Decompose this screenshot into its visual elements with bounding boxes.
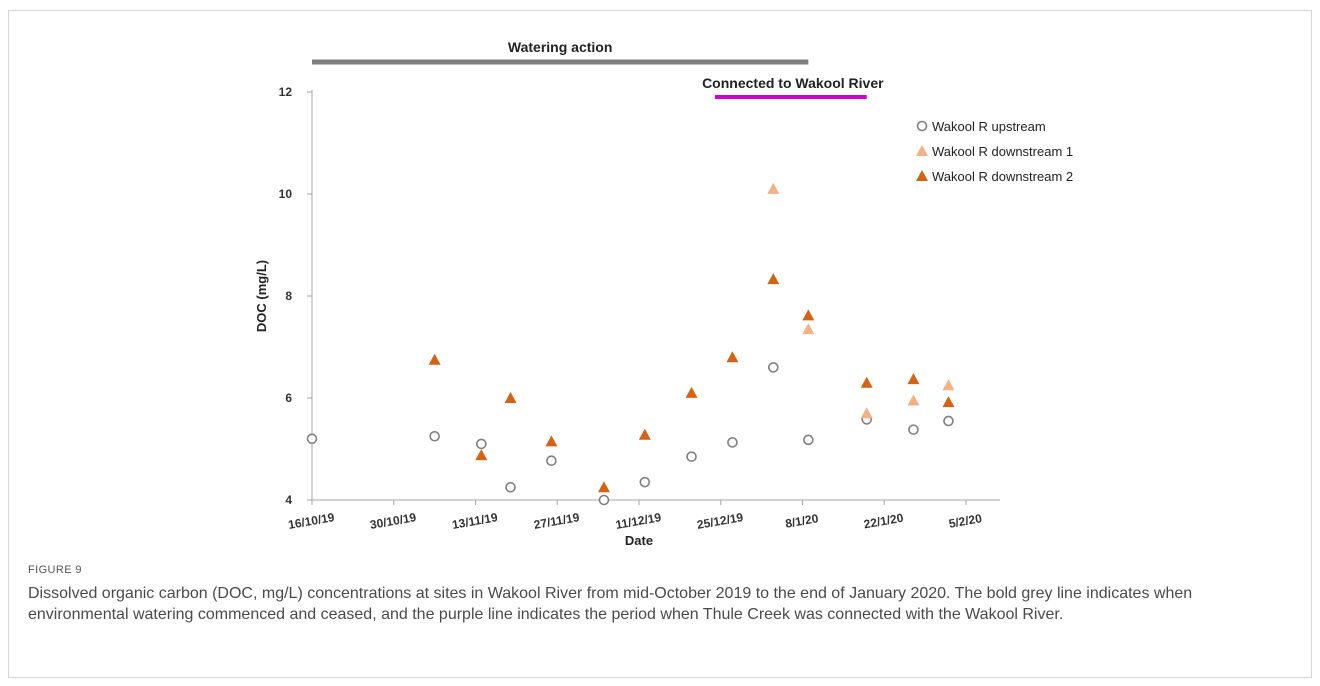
y-tick-label: 4 (285, 493, 292, 507)
x-tick-label: 11/12/19 (614, 510, 662, 532)
legend-label: Wakool R downstream 2 (932, 169, 1073, 184)
downstream2-point (767, 273, 780, 285)
legend-marker-upstream (916, 120, 928, 132)
chart-axes: 4 6 8 10 12 16/10/19 30/10/19 13/11/19 27/11/19 1… (254, 85, 1000, 548)
legend-marker-downstream1 (916, 145, 928, 156)
figure-frame (8, 10, 1312, 678)
downstream2-point (726, 351, 739, 363)
chart-marks (306, 182, 955, 506)
downstream1-point (942, 379, 955, 391)
downstream1-point (907, 394, 920, 406)
downstream2-point (685, 386, 698, 398)
legend-label: Wakool R upstream (932, 119, 1046, 134)
upstream-point (908, 424, 919, 435)
x-tick-label: 25/12/19 (696, 510, 745, 532)
y-tick-label: 8 (285, 289, 292, 303)
downstream1-point (860, 407, 873, 419)
downstream2-point (860, 376, 873, 388)
upstream-point (639, 476, 651, 488)
downstream2-point (545, 435, 558, 447)
downstream2-point (475, 449, 488, 461)
legend-marker-downstream2 (916, 170, 928, 181)
chart-annotations: Watering action Connected to Wakool River (312, 39, 884, 99)
upstream-point (943, 415, 954, 427)
upstream-point (306, 433, 318, 445)
upstream-point (803, 434, 814, 446)
downstream2-point (504, 392, 517, 403)
upstream-point (727, 437, 738, 448)
upstream-point (686, 451, 697, 462)
downstream1-point (767, 182, 780, 194)
x-tick-label: 16/10/19 (287, 510, 336, 532)
y-tick-label: 6 (285, 391, 292, 405)
x-tick-label: 30/10/19 (369, 510, 418, 532)
connected-label: Connected to Wakool River (702, 75, 884, 91)
x-tick-label: 5/2/20 (948, 511, 984, 531)
downstream2-point (638, 428, 651, 440)
downstream1-point (802, 323, 815, 335)
upstream-point (546, 455, 557, 467)
downstream2-point (942, 396, 955, 408)
upstream-point (598, 494, 610, 506)
y-tick-label: 10 (279, 187, 293, 201)
upstream-point (429, 430, 440, 442)
downstream2-point (428, 353, 441, 365)
figure-label: FIGURE 9 (28, 564, 82, 576)
downstream2-point (802, 309, 815, 321)
y-tick-label: 12 (279, 85, 293, 99)
legend-label: Wakool R downstream 1 (932, 144, 1073, 159)
x-tick-label: 8/1/20 (784, 511, 820, 531)
chart-legend: Wakool R upstream Wakool R downstream 1 Wa… (916, 119, 1073, 184)
downstream2-point (597, 481, 610, 493)
upstream-point (476, 438, 487, 450)
figure-caption: Dissolved organic carbon (DOC, mg/L) con… (28, 585, 1193, 623)
x-axis-title: Date (625, 533, 653, 548)
x-tick-label: 22/1/20 (863, 511, 905, 532)
x-tick-label: 27/11/19 (533, 510, 581, 532)
y-axis-title: DOC (mg/L) (254, 260, 269, 332)
watering-action-label: Watering action (508, 39, 613, 55)
upstream-point (768, 362, 779, 373)
x-tick-label: 13/11/19 (451, 510, 499, 532)
upstream-point (505, 481, 516, 493)
doc-scatter-chart: 4 6 8 10 12 16/10/19 30/10/19 13/11/19 27/11/19 1… (254, 39, 1073, 548)
downstream2-point (907, 373, 920, 385)
